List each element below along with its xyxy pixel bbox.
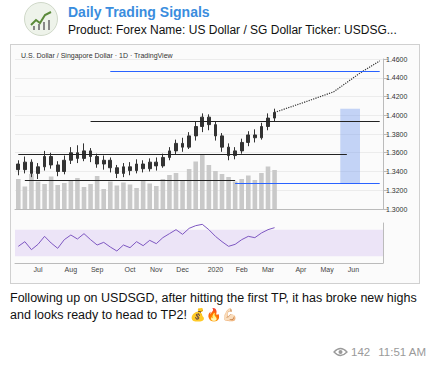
svg-text:Jun: Jun xyxy=(348,266,359,273)
svg-text:May: May xyxy=(321,266,335,274)
svg-text:Dec: Dec xyxy=(176,266,189,273)
svg-text:Mar: Mar xyxy=(262,266,275,273)
svg-text:1.4200: 1.4200 xyxy=(386,93,408,100)
svg-text:Sep: Sep xyxy=(91,266,104,274)
html-text:Product: Forex Name: US Dollar: Product: Forex Name: US Dollar / SG Doll… xyxy=(68,23,397,37)
svg-text:Oct: Oct xyxy=(125,266,136,273)
svg-text:2020: 2020 xyxy=(208,266,224,273)
svg-text:1.3000: 1.3000 xyxy=(386,206,408,213)
svg-text:U.S. Dollar / Singapore Dollar: U.S. Dollar / Singapore Dollar · 1D · Tr… xyxy=(21,52,174,60)
svg-text:Aug: Aug xyxy=(65,266,78,274)
svg-text:1.3400: 1.3400 xyxy=(386,168,408,175)
svg-text:Apr: Apr xyxy=(295,266,307,274)
svg-text:1.3800: 1.3800 xyxy=(386,131,408,138)
html-text:142: 142 xyxy=(351,346,371,358)
svg-text:1.4000: 1.4000 xyxy=(386,112,408,119)
html-text:Following up on USDSGD, after: Following up on USDSGD, after hitting th… xyxy=(10,291,417,322)
svg-text:Nov: Nov xyxy=(150,266,163,273)
svg-text:1.3200: 1.3200 xyxy=(386,187,408,194)
html-text:11:51 AM: 11:51 AM xyxy=(378,346,426,358)
svg-text:Jul: Jul xyxy=(34,266,43,273)
html-text:Daily Trading Signals: Daily Trading Signals xyxy=(68,4,210,20)
svg-text:1.4600: 1.4600 xyxy=(386,56,408,63)
svg-text:1.4400: 1.4400 xyxy=(386,74,408,81)
svg-text:Feb: Feb xyxy=(236,266,248,273)
svg-text:1.3600: 1.3600 xyxy=(386,149,408,156)
